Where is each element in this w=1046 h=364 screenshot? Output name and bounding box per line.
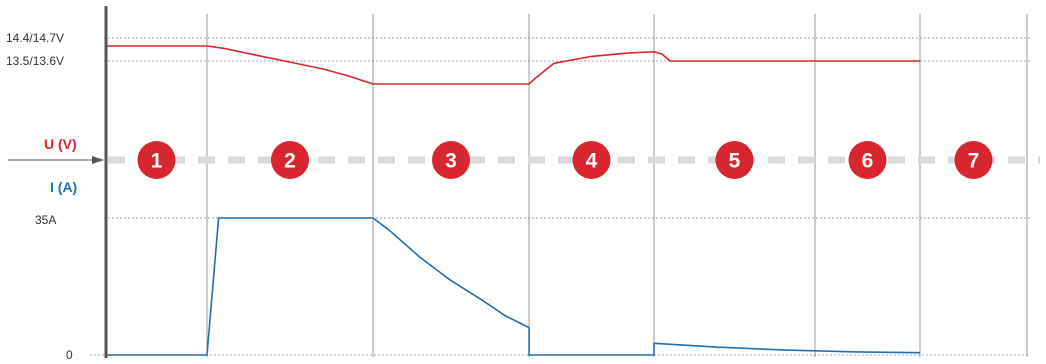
curve-layer <box>106 45 921 356</box>
phase-badge-7: 7 <box>954 141 993 179</box>
voltage-tick-float: 13.5/13.6V <box>6 54 64 68</box>
voltage-axis-label: U (V) <box>44 136 77 152</box>
voltage-curve <box>106 45 920 85</box>
phase-badge-2: 2 <box>271 141 309 179</box>
phase-badge-4: 4 <box>572 141 611 179</box>
phase-badge-3: 3 <box>432 141 470 179</box>
phase-badge-number: 6 <box>862 150 874 173</box>
phase-badge-circle <box>954 141 993 179</box>
phase-badge-number: 4 <box>586 150 598 173</box>
axis-pointer-arrow-head <box>92 156 104 164</box>
phase-badge-1: 1 <box>137 141 176 179</box>
phase-badge-circle <box>271 141 309 179</box>
axis-layer <box>8 6 108 358</box>
phase-badge-number: 2 <box>284 150 296 173</box>
phase-badge-circle <box>715 141 754 179</box>
phase-badge-6: 6 <box>848 141 887 179</box>
current-curve <box>106 217 921 356</box>
phase-badge-number: 5 <box>729 150 741 173</box>
phase-badges: 1 2 3 4 5 6 7 <box>137 141 993 179</box>
phase-badge-circle <box>432 141 470 179</box>
current-tick-max: 35A <box>35 213 56 227</box>
phase-badge-circle <box>572 141 611 179</box>
phase-badge-number: 3 <box>445 150 457 173</box>
grid-lines <box>90 14 1040 357</box>
current-axis-label: I (A) <box>50 179 77 195</box>
phase-badge-circle <box>137 141 176 179</box>
phase-badge-circle <box>848 141 887 179</box>
phase-badge-number: 7 <box>968 150 980 173</box>
current-tick-zero: 0 <box>66 348 73 362</box>
phase-badge-number: 1 <box>151 150 163 173</box>
voltage-tick-high: 14.4/14.7V <box>6 31 64 45</box>
phase-badge-5: 5 <box>715 141 754 179</box>
